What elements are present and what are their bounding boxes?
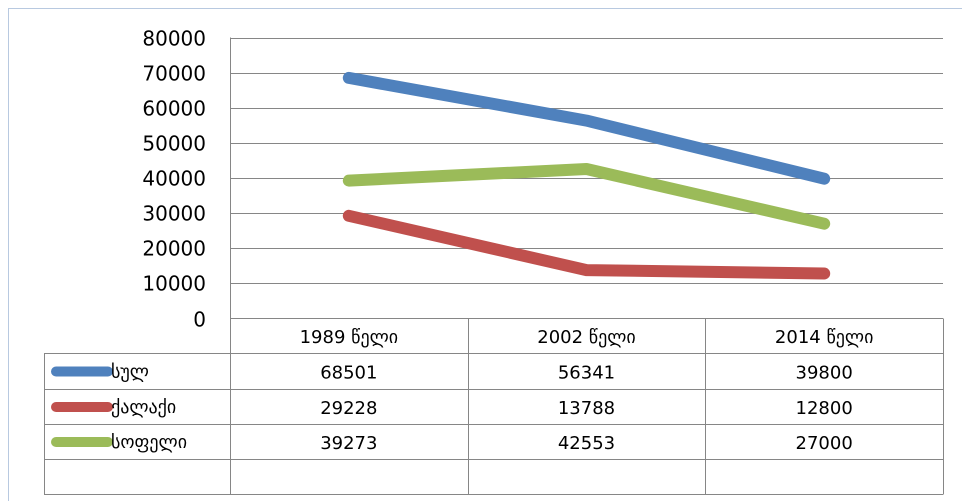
y-tick-label: 70000 [142,62,206,86]
y-axis: 0 10000 20000 30000 40000 50000 60000 70000 8000… [142,27,231,332]
series-line [342,209,831,280]
data-label: 68501 [320,363,377,384]
data-label: 39800 [796,363,853,384]
y-tick-label: 40000 [142,167,206,191]
series-lines [342,71,831,280]
legend-label: სოფელი [111,432,187,453]
x-category-label: 1989 წელი [300,327,398,348]
x-category-label: 2002 წელი [537,327,635,348]
data-label: 56341 [558,363,615,384]
y-tick-label: 50000 [142,132,206,156]
y-tick-label: 60000 [142,97,206,121]
chart-frame [8,8,962,501]
y-tick-label: 20000 [142,237,206,261]
gridlines [230,38,943,284]
legend-label: ქალაქი [111,397,176,418]
data-label: 12800 [796,398,853,419]
y-tick-label: 30000 [142,202,206,226]
y-tick-label: 80000 [142,27,206,51]
data-label: 42553 [558,433,615,454]
y-tick-label: 0 [193,308,206,332]
data-table: 1989 წელი 2002 წელი 2014 წელი სულ 68501 56341… [44,318,944,495]
series-line [342,163,831,230]
series-line [342,71,831,185]
data-label: 29228 [320,398,377,419]
y-tick-label: 10000 [142,272,206,296]
x-category-label: 2014 წელი [775,327,873,348]
data-label: 13788 [558,398,615,419]
data-label: 39273 [320,433,377,454]
data-label: 27000 [796,433,853,454]
legend-label: სულ [111,362,149,383]
